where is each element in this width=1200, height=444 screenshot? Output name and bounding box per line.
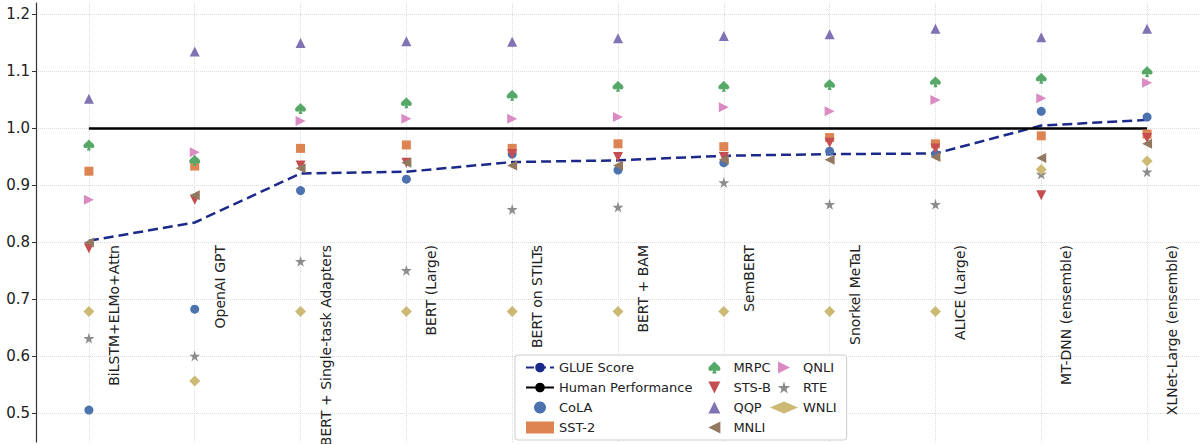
svg-text:1.1: 1.1: [6, 62, 30, 80]
svg-text:GLUE Score: GLUE Score: [559, 360, 634, 375]
svg-text:1.0: 1.0: [6, 119, 30, 137]
svg-text:OpenAI GPT: OpenAI GPT: [212, 245, 228, 329]
svg-text:0.9: 0.9: [6, 176, 30, 194]
svg-text:BERT + BAM: BERT + BAM: [635, 245, 651, 333]
svg-text:BERT + Single-task Adapters: BERT + Single-task Adapters: [318, 245, 334, 444]
svg-text:STS-B: STS-B: [733, 380, 771, 395]
svg-text:Human Performance: Human Performance: [559, 380, 692, 395]
svg-text:BiLSTM+ELMo+Attn: BiLSTM+ELMo+Attn: [106, 245, 122, 386]
svg-text:Snorkel MeTaL: Snorkel MeTaL: [847, 245, 863, 345]
svg-text:QQP: QQP: [733, 400, 761, 415]
svg-text:RTE: RTE: [803, 380, 827, 395]
svg-text:0.7: 0.7: [6, 290, 30, 308]
svg-text:MRPC: MRPC: [733, 360, 770, 375]
svg-text:XLNet-Large (ensemble): XLNet-Large (ensemble): [1164, 245, 1180, 415]
svg-text:0.8: 0.8: [6, 233, 30, 251]
svg-text:WNLI: WNLI: [803, 400, 837, 415]
svg-text:CoLA: CoLA: [559, 400, 593, 415]
svg-text:0.6: 0.6: [6, 347, 30, 365]
svg-text:SST-2: SST-2: [559, 420, 595, 435]
svg-text:BERT on STILTs: BERT on STILTs: [529, 245, 545, 348]
svg-text:MNLI: MNLI: [733, 420, 765, 435]
svg-text:0.5: 0.5: [6, 404, 30, 422]
svg-text:BERT (Large): BERT (Large): [423, 245, 439, 335]
svg-text:QNLI: QNLI: [803, 360, 834, 375]
svg-text:MT-DNN (ensemble): MT-DNN (ensemble): [1058, 245, 1074, 385]
svg-text:SemBERT: SemBERT: [741, 245, 757, 312]
svg-text:ALICE (Large): ALICE (Large): [952, 245, 968, 340]
svg-text:1.2: 1.2: [6, 5, 30, 23]
